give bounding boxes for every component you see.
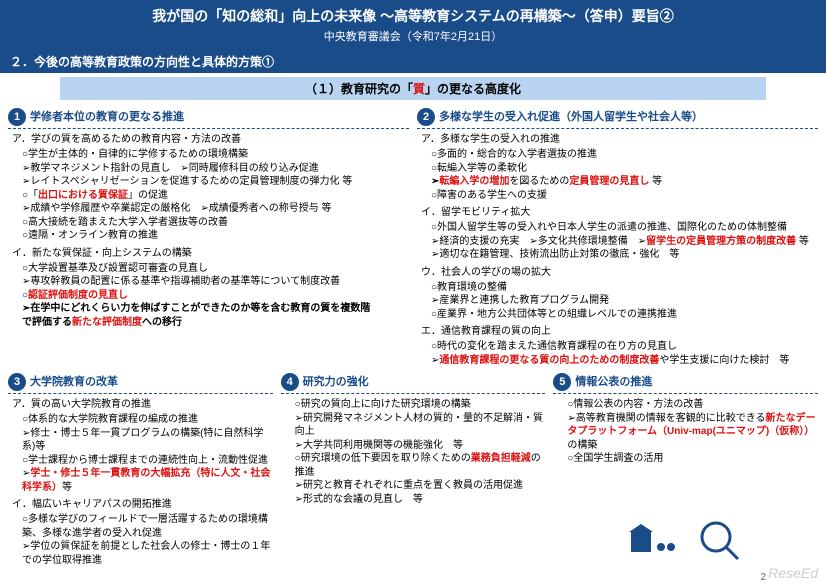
watermark: ReseEd: [768, 565, 818, 581]
block-3: 3大学院教育の改革 ア．質の高い大学院教育の推進 ○体系的な大学院教育課程の編成…: [8, 373, 273, 567]
block-1: 1学修者本位の教育の更なる推進 ア．学びの質を高めるための教育内容・方法の改善 …: [8, 108, 409, 367]
page-number: 2: [760, 572, 766, 583]
block-4: 4研究力の強化 ○研究の質向上に向けた研究環境の構築 ➢研究開発マネジメント人材…: [281, 373, 546, 567]
decorative-icons: [626, 512, 746, 565]
section-bar: ２．今後の高等教育政策の方向性と具体的方策①: [0, 50, 826, 73]
block-5: 5情報公表の推進 ○情報公表の内容・方法の改善 ➢高等教育機関の情報を客観的に比…: [553, 373, 818, 567]
header-sub: 中央教育審議会（令和7年2月21日）: [0, 28, 826, 44]
header-title: 我が国の「知の総和」向上の未来像 ～高等教育システムの再構築～（答申）要旨②: [0, 6, 826, 26]
subsection-bar: （１）教育研究の「質」の更なる高度化: [60, 77, 766, 100]
bottom-row: 3大学院教育の改革 ア．質の高い大学院教育の推進 ○体系的な大学院教育課程の編成…: [0, 371, 826, 569]
block-2: 2多様な学生の受入れ促進（外国人留学生や社会人等） ア．多様な学生の受入れの推進…: [417, 108, 818, 367]
top-row: 1学修者本位の教育の更なる推進 ア．学びの質を高めるための教育内容・方法の改善 …: [0, 104, 826, 371]
header: 我が国の「知の総和」向上の未来像 ～高等教育システムの再構築～（答申）要旨② 中…: [0, 0, 826, 50]
